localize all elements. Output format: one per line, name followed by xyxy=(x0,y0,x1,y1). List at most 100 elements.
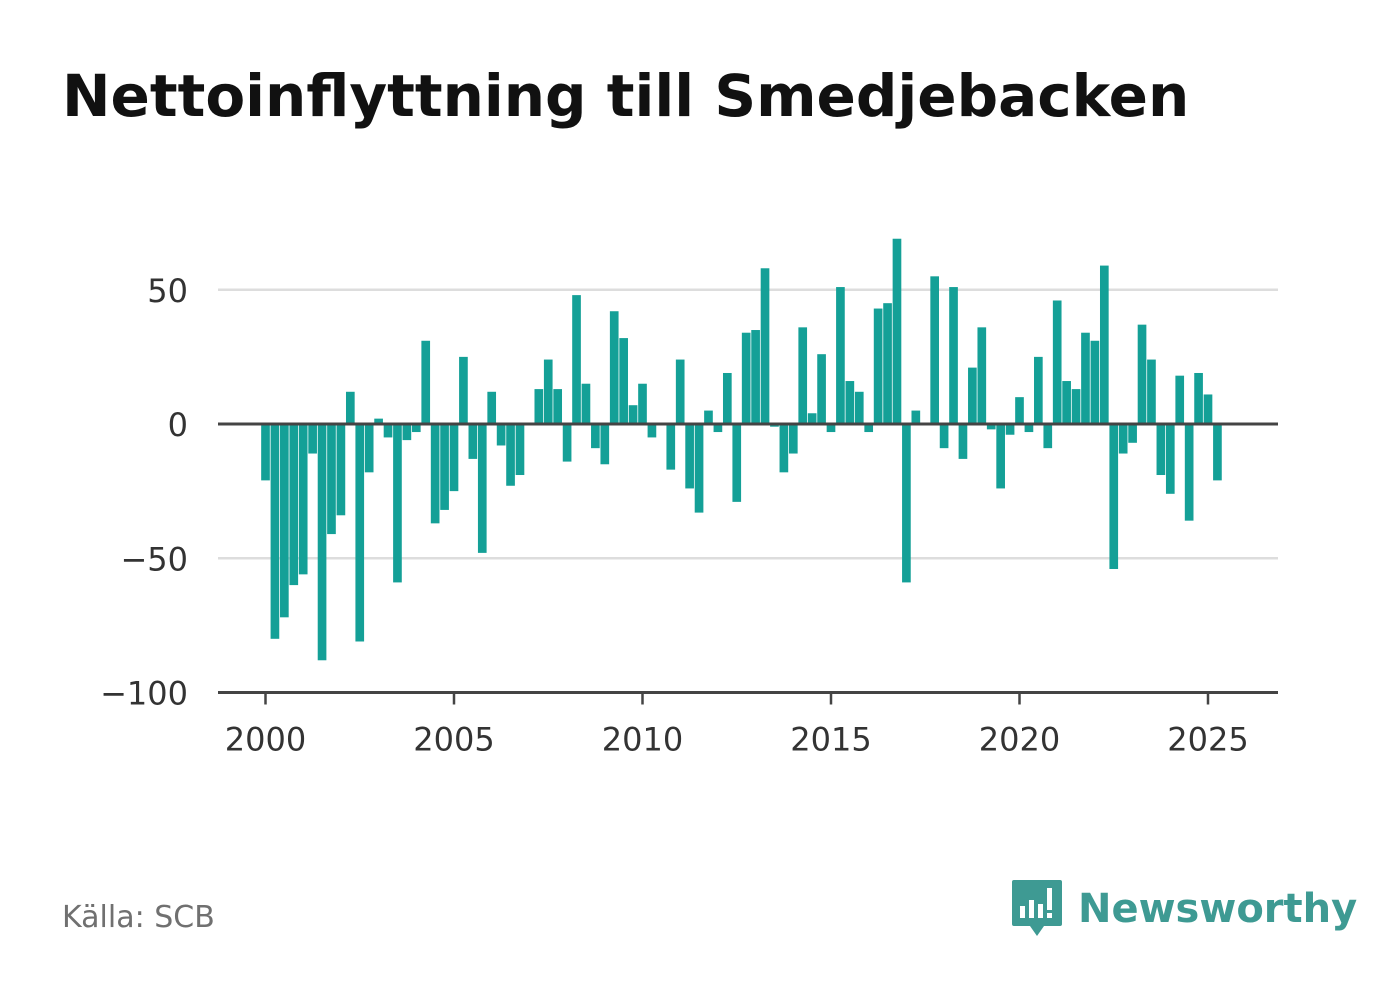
bar xyxy=(374,418,383,424)
bar xyxy=(1147,359,1156,424)
bar xyxy=(1034,356,1043,424)
newsworthy-logo: Newsworthy xyxy=(1010,878,1357,940)
bar xyxy=(1043,424,1053,449)
bar xyxy=(1099,265,1109,424)
bar xyxy=(1165,424,1175,494)
axes: 50 0 −50 −100 2000 2005 2010 2015 2020 2025 xyxy=(100,272,1278,759)
bar xyxy=(798,327,808,424)
bar xyxy=(949,287,958,424)
bar xyxy=(1052,300,1062,424)
bar xyxy=(817,354,826,424)
bar xyxy=(393,424,402,583)
bar xyxy=(298,424,308,575)
bar xyxy=(515,424,525,476)
bar xyxy=(694,424,704,513)
bar xyxy=(638,383,647,424)
bar xyxy=(666,424,676,470)
bar xyxy=(1175,375,1185,424)
bar xyxy=(506,424,515,486)
bar xyxy=(572,295,581,424)
bar xyxy=(534,389,544,424)
bar xyxy=(713,424,723,433)
bar xyxy=(553,389,563,424)
bar xyxy=(270,424,280,639)
bar xyxy=(477,424,487,553)
bar xyxy=(1081,332,1090,424)
x-tick-label: 2020 xyxy=(979,721,1060,759)
bar xyxy=(845,381,855,424)
bar xyxy=(892,238,902,424)
bar xyxy=(459,356,468,424)
newsworthy-chart-icon xyxy=(1012,880,1062,936)
y-tick-label: 50 xyxy=(147,272,188,310)
bar xyxy=(600,424,610,465)
bar xyxy=(675,359,685,424)
bar xyxy=(1090,340,1100,424)
bar xyxy=(336,424,346,516)
bar xyxy=(1194,372,1203,424)
bar xyxy=(1156,424,1166,476)
bar xyxy=(591,424,600,449)
x-tick-label: 2000 xyxy=(225,721,306,759)
x-tick-label: 2025 xyxy=(1167,721,1248,759)
source-label: Källa: SCB xyxy=(62,900,215,935)
bar xyxy=(345,391,355,424)
chart-title: Nettoinflyttning till Smedjebacken xyxy=(62,62,1190,130)
x-tick-label: 2015 xyxy=(790,721,871,759)
x-tick-label: 2005 xyxy=(413,721,494,759)
bar xyxy=(1005,424,1015,435)
bar xyxy=(1203,394,1213,424)
bar xyxy=(1071,389,1081,424)
bar xyxy=(364,424,374,473)
x-tick-label: 2010 xyxy=(602,721,683,759)
bar xyxy=(751,330,760,424)
bar xyxy=(968,367,977,424)
bar xyxy=(1213,424,1222,481)
bar xyxy=(807,413,817,424)
bar xyxy=(308,424,317,454)
bar xyxy=(958,424,968,459)
bar xyxy=(317,424,327,661)
bar xyxy=(562,424,572,462)
bar xyxy=(977,327,987,424)
y-tick-label: −100 xyxy=(100,675,188,713)
bar xyxy=(741,332,751,424)
bar xyxy=(496,424,506,446)
bar xyxy=(883,303,892,424)
bar xyxy=(327,424,336,535)
bar xyxy=(411,424,421,433)
bar xyxy=(788,424,798,454)
bar xyxy=(1128,424,1137,443)
bar xyxy=(1024,424,1034,433)
bar xyxy=(996,424,1005,489)
y-tick-label: 0 xyxy=(168,406,188,444)
bar xyxy=(487,391,497,424)
bar xyxy=(826,424,836,433)
bar xyxy=(449,424,459,492)
bar xyxy=(722,372,732,424)
bar xyxy=(383,424,393,438)
bar xyxy=(939,424,949,449)
bar xyxy=(732,424,742,502)
bar xyxy=(581,383,591,424)
bar xyxy=(911,410,921,424)
bar xyxy=(685,424,694,489)
bar xyxy=(628,405,638,424)
bar xyxy=(468,424,478,459)
bars xyxy=(261,238,1222,661)
bar xyxy=(647,424,657,438)
bar xyxy=(421,340,431,424)
bar xyxy=(440,424,449,510)
bar xyxy=(402,424,412,441)
bar xyxy=(1109,424,1119,569)
bar xyxy=(1062,381,1071,424)
bar xyxy=(864,424,874,433)
bar xyxy=(930,276,940,424)
bar xyxy=(1137,324,1147,424)
bar xyxy=(854,391,864,424)
brand-name: Newsworthy xyxy=(1078,886,1358,932)
bar xyxy=(543,359,553,424)
bar xyxy=(280,424,289,618)
bar xyxy=(619,338,628,424)
